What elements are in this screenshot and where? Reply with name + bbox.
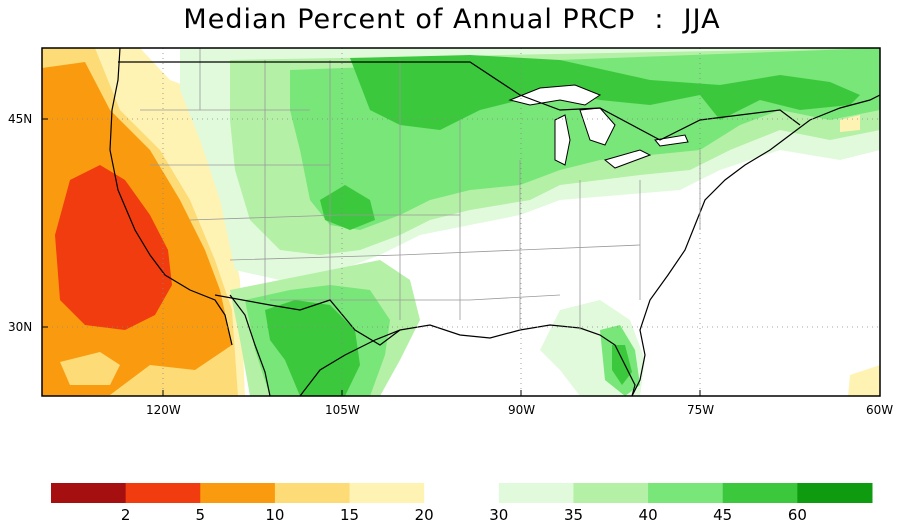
colorbar-tick-label: 45 — [713, 506, 733, 524]
atlantic-coastline — [631, 94, 880, 396]
colorbar-swatch — [424, 483, 500, 503]
lon-label-75w: 75W — [687, 403, 715, 417]
colorbar-tick-label: 15 — [339, 506, 360, 524]
colorbar-swatch — [797, 483, 873, 503]
offshore-light-yellow-patch — [60, 352, 120, 385]
gulf-coastline — [299, 324, 636, 396]
colorbar-tick-label: 60 — [787, 506, 807, 524]
lake-erie — [603, 149, 652, 169]
plains-dark-green-patch — [320, 185, 375, 230]
northern-dark-green-region — [350, 55, 860, 130]
southeast-white-region — [410, 200, 680, 340]
map-grid — [42, 48, 880, 396]
colorbar-swatch — [648, 483, 724, 503]
lake-ontario — [654, 134, 689, 147]
colorbar-tick-label: 30 — [489, 506, 509, 524]
colorbar-tick-label: 40 — [638, 506, 658, 524]
colorbar-swatch — [125, 483, 201, 503]
colorbar-swatch — [498, 483, 574, 503]
mexico-us-border — [214, 294, 401, 346]
lat-label-30n: 30N — [8, 320, 33, 334]
lake-michigan — [554, 114, 571, 166]
nova-scotia-yellow-patch — [840, 115, 860, 132]
axis-ticks — [42, 118, 701, 396]
colorbar-swatch — [274, 483, 351, 503]
colorbar-swatch — [200, 483, 276, 503]
map-frame — [41, 47, 881, 397]
map-field — [42, 48, 880, 396]
baja-coastline — [229, 294, 271, 396]
colorbar-swatch — [51, 483, 127, 503]
pacific-red-region — [55, 165, 172, 330]
pacific-coastline — [109, 48, 233, 346]
florida-dark-green-region — [612, 345, 632, 385]
lon-label-120w: 120W — [146, 403, 181, 417]
colorbar-tick-label: 20 — [414, 506, 434, 524]
lon-label-60w: 60W — [866, 403, 894, 417]
atlantic-yellow-patch — [848, 365, 880, 396]
colorbar-tick-label: 2 — [120, 506, 131, 524]
colorbar-swatch — [722, 483, 798, 503]
map-title: Median Percent of Annual PRCP : JJA — [183, 4, 721, 35]
southwest-dark-green-region — [265, 300, 360, 396]
colorbar-swatch — [573, 483, 649, 503]
colorbar-swatch — [349, 483, 425, 503]
lon-label-90w: 90W — [508, 403, 536, 417]
colorbar-tick-label: 5 — [195, 506, 206, 524]
colorbar-tick-label: 10 — [265, 506, 285, 524]
lon-label-105w: 105W — [325, 403, 360, 417]
lat-label-45n: 45N — [8, 112, 33, 126]
canada-us-border — [118, 61, 801, 141]
colorbar-tick-label: 35 — [563, 506, 584, 524]
